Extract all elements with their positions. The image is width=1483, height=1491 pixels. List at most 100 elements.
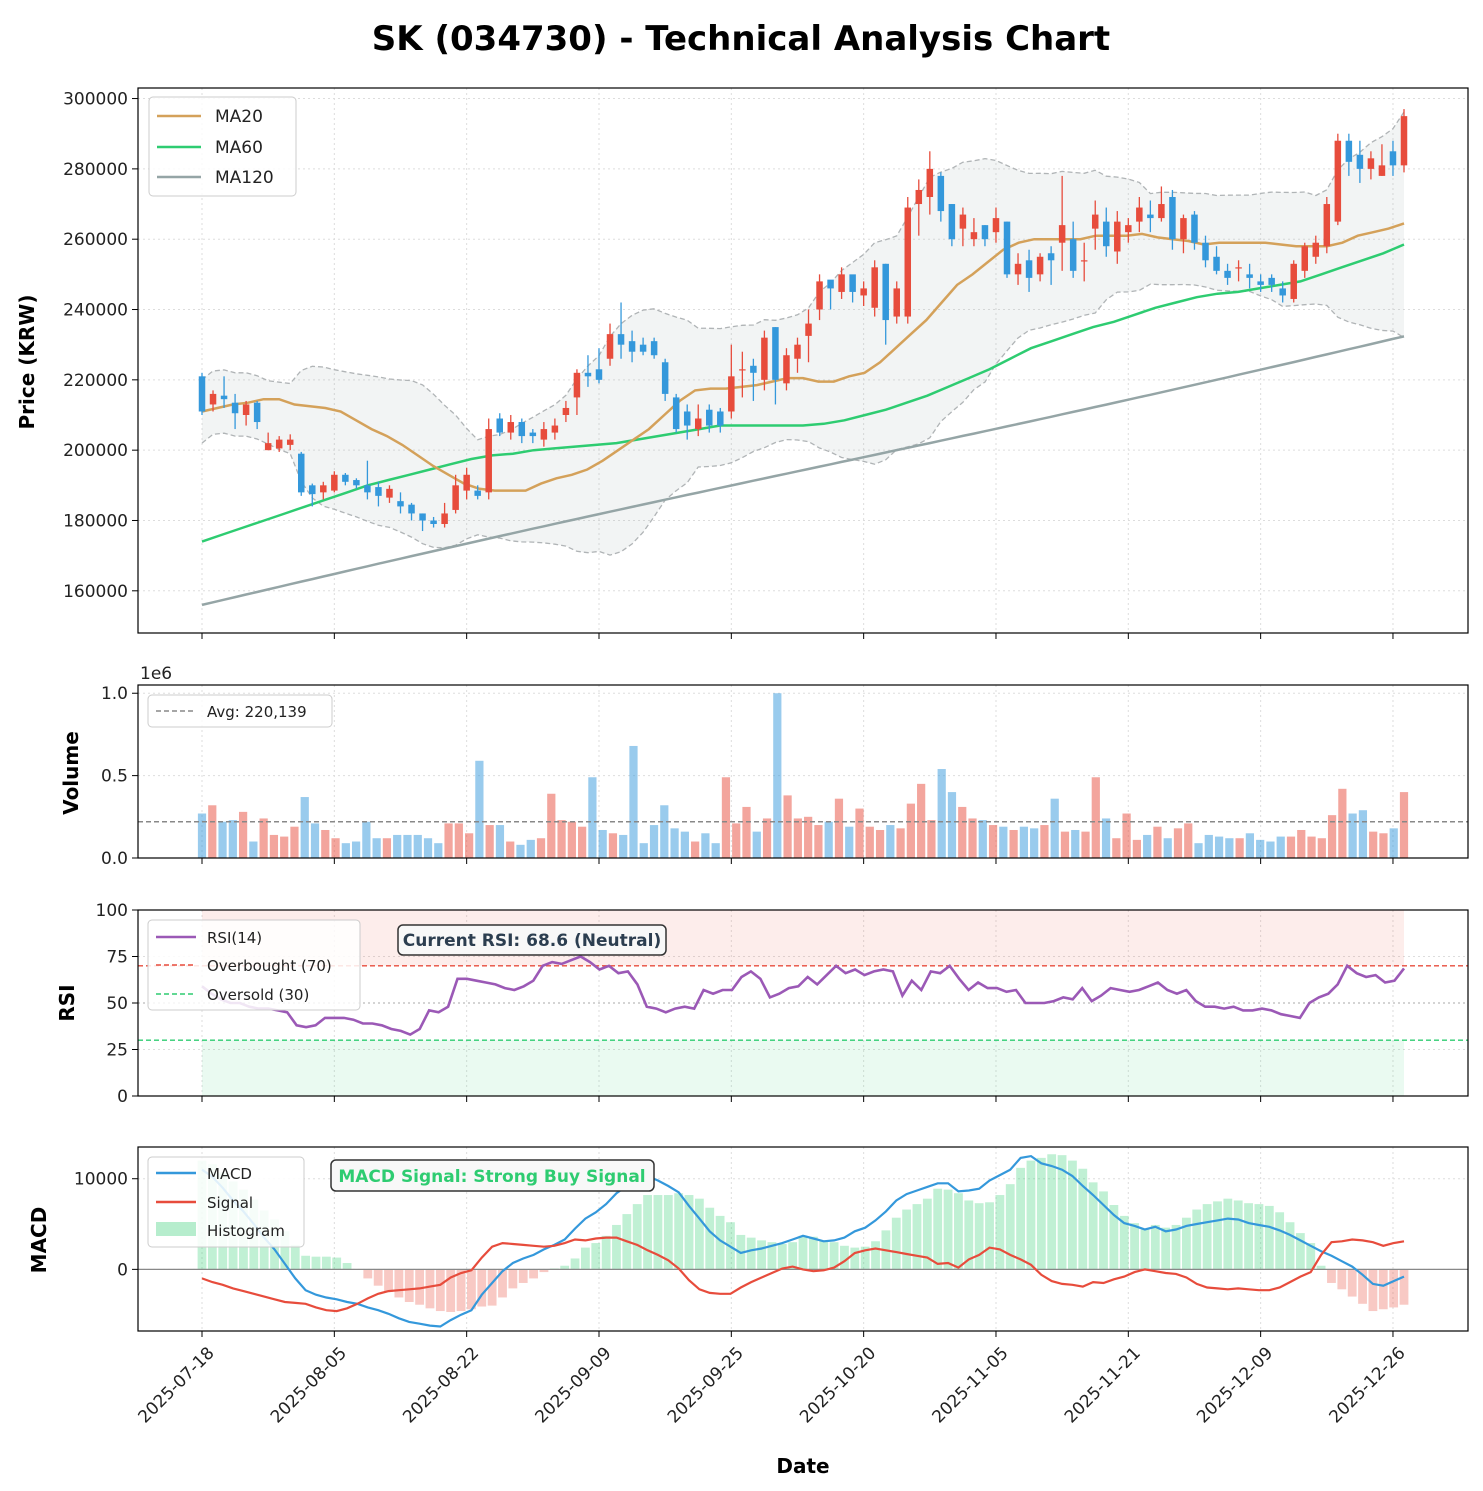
- volume-bar: [721, 777, 731, 858]
- histogram-bar: [1078, 1168, 1088, 1270]
- histogram-bar: [1099, 1191, 1108, 1270]
- chart-title: SK (034730) - Technical Analysis Chart: [372, 19, 1110, 59]
- volume-bar: [1225, 838, 1234, 858]
- x-tick-label: 2025-11-21: [1061, 1343, 1145, 1427]
- candle-body: [838, 274, 845, 292]
- candle-body: [1378, 165, 1386, 176]
- volume-bar: [1194, 843, 1203, 858]
- candle-body: [1356, 154, 1364, 169]
- volume-bar: [557, 820, 566, 858]
- rsi-line: [201, 955, 1406, 1037]
- candle-body: [1191, 214, 1198, 243]
- rsi-y-tick-label: 25: [106, 1041, 128, 1061]
- volume-bar: [1050, 798, 1059, 858]
- candle-body: [1389, 151, 1397, 166]
- rsi-y-tick-label: 75: [106, 948, 128, 968]
- histogram-bar: [435, 1269, 445, 1312]
- volume-bar: [1379, 833, 1388, 858]
- volume-bar: [711, 843, 720, 858]
- candle-body: [220, 395, 228, 400]
- candle-body: [992, 218, 1000, 233]
- candle-body: [805, 323, 812, 336]
- candle-body: [364, 485, 371, 493]
- histogram-bar: [301, 1255, 311, 1270]
- volume-bar: [1389, 828, 1398, 858]
- histogram-bar: [1285, 1222, 1295, 1270]
- histogram-bar: [560, 1265, 570, 1270]
- volume-bar: [249, 841, 258, 858]
- volume-bar: [382, 838, 392, 858]
- candle-body: [1047, 253, 1055, 261]
- histogram-bar: [332, 1257, 342, 1270]
- candle-body: [926, 168, 934, 197]
- volume-bar: [917, 783, 926, 858]
- x-tick-label: 2025-09-09: [532, 1343, 616, 1427]
- volume-bar: [1348, 813, 1357, 858]
- volume-bar: [1184, 823, 1193, 858]
- volume-bar: [927, 820, 936, 858]
- histogram-bar: [373, 1269, 383, 1286]
- volume-bar: [773, 693, 782, 858]
- x-tick-label: 2025-09-25: [664, 1343, 748, 1427]
- candle-body: [540, 429, 548, 440]
- volume-bar: [875, 829, 885, 858]
- volume-bar: [834, 798, 844, 858]
- histogram-bar: [1223, 1198, 1233, 1270]
- candle-body: [297, 453, 305, 493]
- histogram-bar: [570, 1258, 580, 1270]
- volume-bar: [1040, 825, 1049, 858]
- candle-body: [728, 376, 735, 412]
- volume-bar: [269, 834, 279, 858]
- volume-bar: [516, 844, 525, 858]
- volume-bar: [578, 826, 587, 858]
- volume-bar: [1286, 836, 1296, 858]
- volume-bar: [896, 828, 905, 858]
- histogram-bar: [1181, 1217, 1191, 1270]
- histogram-bar: [1088, 1182, 1098, 1270]
- volume-bar: [855, 808, 864, 858]
- bollinger-upper-line: [201, 111, 1405, 441]
- histogram-bar: [1337, 1269, 1347, 1290]
- histogram-bar: [1275, 1212, 1285, 1270]
- candle-body: [683, 411, 691, 426]
- histogram-bar: [1202, 1204, 1212, 1270]
- candle-body: [937, 175, 945, 212]
- volume-bar: [465, 833, 474, 858]
- histogram-bar: [1171, 1224, 1181, 1270]
- volume-bar: [444, 823, 453, 858]
- volume-bar: [1369, 831, 1378, 858]
- volume-bar: [393, 834, 402, 858]
- histogram-bar: [612, 1224, 621, 1270]
- volume-bar: [280, 836, 289, 858]
- candle-body: [529, 432, 537, 437]
- candle-body: [1003, 221, 1011, 275]
- histogram-bar: [746, 1237, 756, 1270]
- volume-bar: [506, 841, 515, 858]
- volume-bar: [680, 831, 689, 858]
- histogram-bar: [995, 1195, 1005, 1270]
- volume-bar: [1204, 834, 1213, 858]
- rsi-axis-label: RSI: [55, 984, 79, 1021]
- histogram-bar: [384, 1269, 393, 1293]
- candle-body: [1014, 263, 1022, 275]
- histogram-bar: [321, 1256, 331, 1270]
- volume-bar: [1122, 813, 1131, 858]
- histogram-bar: [757, 1240, 766, 1270]
- x-tick-label: 2025-12-26: [1326, 1343, 1410, 1427]
- macd-y-tick-label: 0: [117, 1260, 128, 1280]
- volume-border: [137, 684, 1469, 859]
- volume-bar: [660, 805, 669, 858]
- volume-bar: [649, 825, 659, 858]
- volume-bar: [1173, 828, 1183, 858]
- candle-body: [893, 288, 900, 317]
- candle-body: [264, 443, 272, 451]
- volume-bar: [454, 823, 463, 858]
- candle-body: [253, 402, 261, 423]
- volume-bg: [138, 685, 1468, 858]
- histogram-bar: [943, 1189, 953, 1270]
- histogram-bar: [508, 1269, 518, 1289]
- histogram-bar: [518, 1269, 528, 1283]
- histogram-bar: [425, 1269, 435, 1309]
- histogram-bar: [456, 1269, 466, 1312]
- histogram-bar: [498, 1269, 507, 1298]
